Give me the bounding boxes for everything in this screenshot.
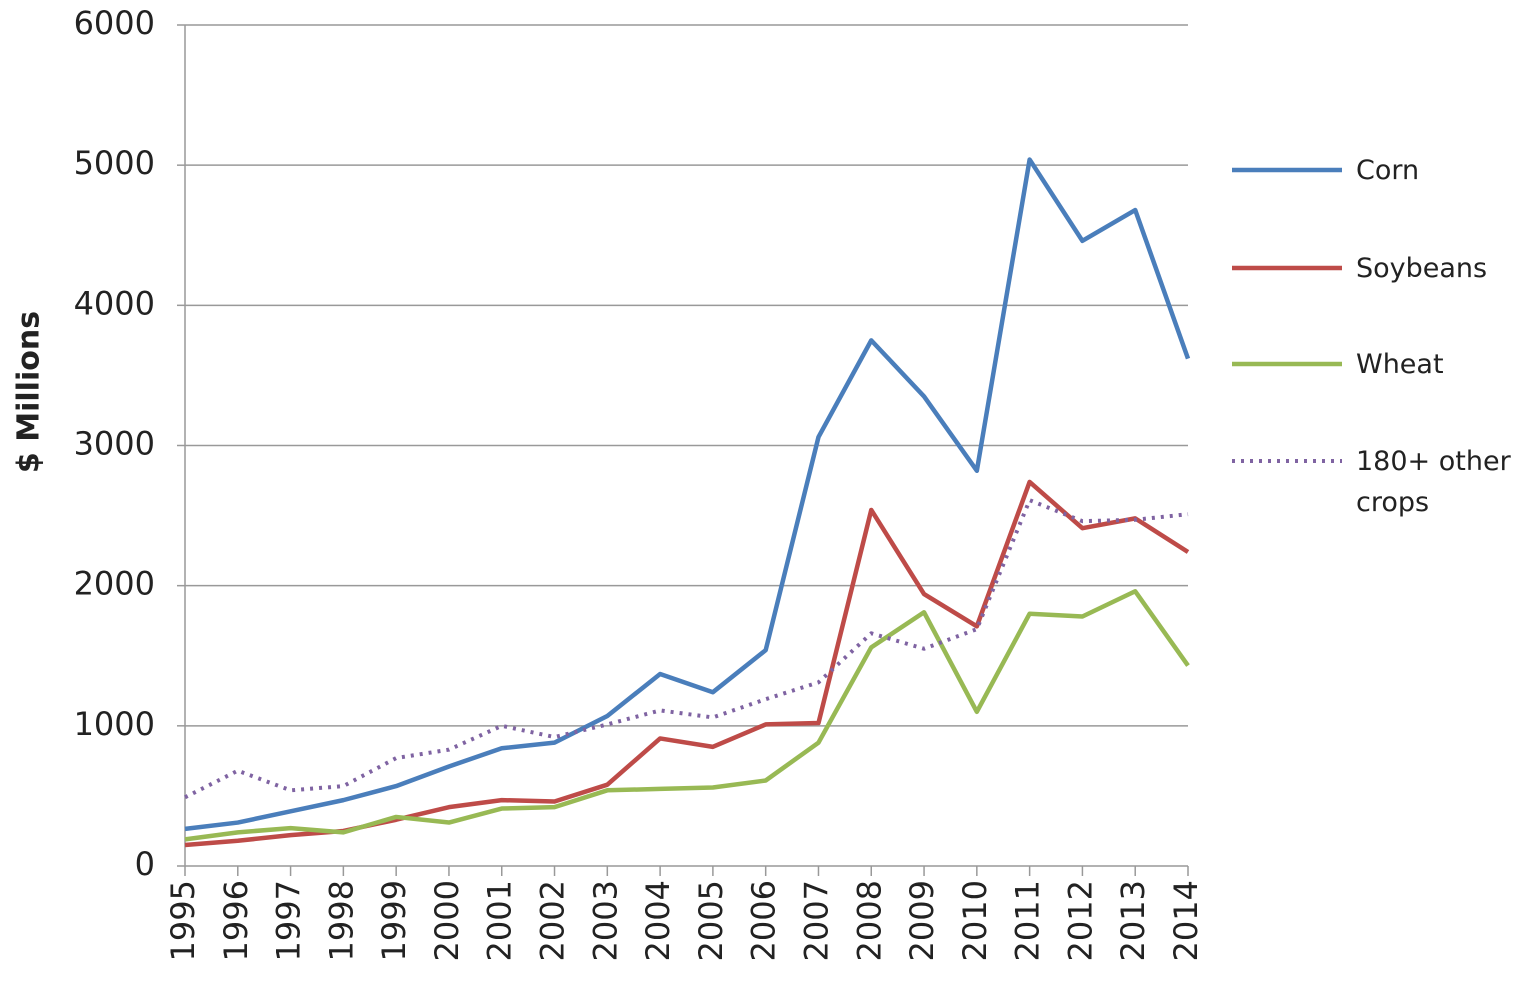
x-tick-label: 2010 [956, 880, 994, 961]
x-tick-label: 1999 [375, 880, 413, 961]
x-tick-label: 1998 [322, 880, 360, 961]
x-tick-label: 2013 [1114, 880, 1152, 961]
series-line [184, 498, 1189, 800]
legend-label: Corn [1356, 155, 1420, 186]
x-tick-label: 2002 [534, 880, 572, 961]
x-tick-label: 2000 [428, 880, 466, 961]
x-tick-label: 2003 [586, 880, 624, 961]
series-line [184, 157, 1191, 832]
x-tick-label: 2007 [797, 880, 835, 961]
y-tick-label: 2000 [74, 565, 155, 603]
series-line [184, 479, 1190, 848]
x-tick-label: 2005 [692, 880, 730, 961]
x-tick-label: 1997 [270, 880, 308, 961]
y-tick-label: 5000 [74, 144, 155, 182]
y-axis-label: $ Millions [12, 311, 47, 473]
y-tick-label: 6000 [74, 4, 155, 42]
x-tick-label: 2004 [639, 880, 677, 961]
legend-label: Soybeans [1356, 253, 1488, 284]
x-tick-label: 2006 [745, 880, 783, 961]
y-tick-label: 4000 [74, 284, 155, 322]
x-tick-label: 2009 [903, 880, 941, 961]
x-tick-label: 2012 [1061, 880, 1099, 961]
x-tick-label: 2014 [1167, 880, 1205, 961]
y-tick-label: 3000 [74, 425, 155, 463]
x-tick-label: 1996 [217, 880, 255, 961]
x-tick-label: 2001 [481, 880, 519, 961]
y-tick-label: 0 [135, 845, 155, 883]
x-tick-label: 1995 [164, 880, 202, 961]
legend-label: Wheat [1356, 349, 1444, 380]
x-tick-label: 2011 [1009, 880, 1047, 961]
y-tick-label: 1000 [74, 705, 155, 743]
legend-label: 180+ other crops [1356, 446, 1511, 518]
series-line [184, 589, 1190, 842]
x-tick-label: 2008 [850, 880, 888, 961]
